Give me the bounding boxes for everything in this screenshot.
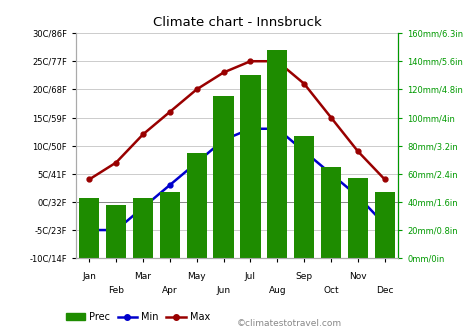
Text: Feb: Feb (108, 286, 124, 295)
Text: Nov: Nov (349, 272, 367, 281)
Text: Oct: Oct (323, 286, 339, 295)
Bar (294, 136, 314, 258)
Bar (321, 167, 341, 258)
Text: Mar: Mar (135, 272, 152, 281)
Bar (133, 198, 153, 258)
Text: ©climatestotravel.com: ©climatestotravel.com (237, 319, 342, 328)
Bar (348, 178, 368, 258)
Text: Dec: Dec (376, 286, 393, 295)
Bar (106, 205, 126, 258)
Bar (267, 50, 287, 258)
Bar (187, 153, 207, 258)
Bar (213, 96, 234, 258)
Bar (79, 198, 100, 258)
Text: Jun: Jun (217, 286, 231, 295)
Text: Sep: Sep (296, 272, 313, 281)
Legend: Prec, Min, Max: Prec, Min, Max (62, 308, 214, 326)
Text: Aug: Aug (268, 286, 286, 295)
Text: Jul: Jul (245, 272, 256, 281)
Text: Apr: Apr (162, 286, 178, 295)
Bar (240, 75, 261, 258)
Text: Jan: Jan (82, 272, 96, 281)
Bar (160, 192, 180, 258)
Text: May: May (187, 272, 206, 281)
Title: Climate chart - Innsbruck: Climate chart - Innsbruck (153, 16, 321, 29)
Bar (374, 192, 395, 258)
